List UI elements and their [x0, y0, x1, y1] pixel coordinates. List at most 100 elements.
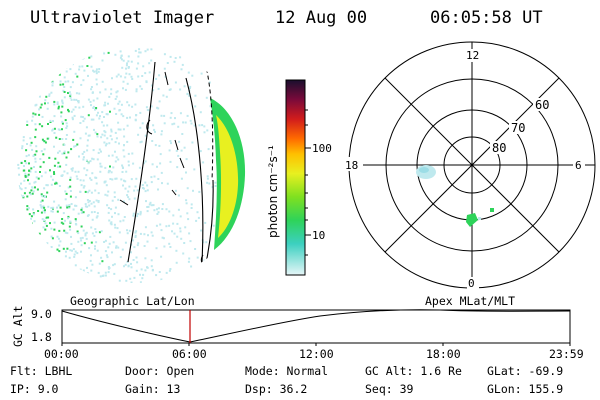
noise-pixel	[104, 144, 107, 147]
noise-pixel	[104, 274, 107, 277]
noise-pixel	[79, 122, 82, 124]
noise-pixel	[88, 53, 91, 56]
noise-pixel	[83, 117, 86, 120]
noise-pixel	[118, 231, 121, 234]
noise-pixel	[186, 93, 189, 96]
noise-pixel	[97, 70, 100, 73]
noise-pixel	[69, 94, 72, 97]
noise-pixel	[47, 75, 50, 78]
noise-pixel	[49, 278, 52, 281]
noise-pixel	[67, 186, 70, 189]
noise-pixel	[110, 171, 113, 174]
noise-pixel	[60, 115, 63, 118]
noise-pixel	[81, 65, 84, 68]
noise-pixel	[47, 102, 49, 105]
colorbar-tick-100: 100	[312, 142, 332, 155]
colorbar	[285, 79, 306, 276]
noise-pixel	[200, 57, 203, 60]
noise-pixel	[153, 209, 156, 212]
noise-pixel	[74, 250, 77, 253]
noise-pixel	[80, 115, 83, 118]
noise-pixel	[42, 258, 45, 261]
noise-pixel	[82, 57, 85, 60]
noise-pixel	[106, 194, 109, 197]
noise-pixel	[90, 86, 93, 88]
noise-pixel	[113, 223, 116, 226]
noise-pixel	[46, 191, 49, 194]
noise-pixel	[63, 76, 66, 79]
info-dsp: Dsp: 36.2	[245, 382, 308, 396]
noise-pixel	[68, 91, 71, 94]
noise-pixel	[138, 48, 141, 51]
noise-pixel	[111, 199, 114, 202]
noise-pixel	[53, 145, 55, 148]
noise-pixel	[130, 266, 133, 269]
noise-pixel	[19, 79, 22, 81]
noise-pixel	[66, 63, 69, 66]
noise-pixel	[122, 149, 125, 152]
noise-pixel	[65, 250, 67, 253]
noise-pixel	[70, 48, 73, 51]
noise-pixel	[75, 219, 77, 222]
noise-pixel	[137, 242, 140, 245]
noise-pixel	[112, 166, 115, 169]
noise-pixel	[56, 101, 59, 104]
noise-pixel	[174, 81, 177, 84]
noise-pixel	[74, 222, 77, 225]
noise-pixel	[190, 122, 193, 125]
noise-pixel	[32, 208, 35, 211]
noise-pixel	[205, 241, 208, 244]
noise-pixel	[111, 178, 114, 181]
noise-pixel	[39, 265, 42, 268]
noise-pixel	[214, 185, 217, 187]
noise-pixel	[179, 56, 182, 59]
noise-pixel	[35, 145, 38, 148]
noise-pixel	[127, 164, 130, 167]
noise-pixel	[75, 175, 78, 178]
noise-pixel	[80, 211, 83, 214]
noise-pixel	[46, 107, 49, 110]
noise-pixel	[90, 226, 93, 229]
noise-pixel	[53, 103, 56, 106]
noise-pixel	[53, 47, 56, 50]
noise-pixel	[61, 218, 64, 220]
noise-pixel	[163, 47, 166, 50]
noise-pixel	[95, 199, 98, 202]
noise-pixel	[92, 118, 95, 121]
noise-pixel	[43, 187, 46, 190]
noise-pixel	[95, 176, 98, 179]
noise-pixel	[82, 211, 85, 214]
noise-pixel	[107, 102, 109, 105]
noise-pixel	[44, 71, 47, 74]
noise-pixel	[120, 54, 123, 57]
noise-pixel	[194, 248, 197, 250]
noise-pixel	[115, 177, 118, 180]
noise-pixel	[168, 269, 171, 272]
noise-pixel	[58, 244, 61, 247]
noise-pixel	[154, 130, 156, 133]
time-label: 06:05:58 UT	[430, 8, 543, 28]
noise-pixel	[87, 201, 90, 204]
noise-pixel	[95, 182, 98, 185]
noise-pixel	[200, 229, 203, 232]
noise-pixel	[34, 123, 37, 126]
noise-pixel	[47, 54, 50, 57]
noise-pixel	[34, 160, 37, 163]
noise-pixel	[103, 116, 105, 118]
noise-pixel	[169, 140, 172, 142]
noise-pixel	[23, 192, 26, 195]
noise-pixel	[177, 154, 180, 157]
noise-pixel	[25, 51, 28, 54]
noise-pixel	[139, 212, 142, 215]
noise-pixel	[33, 166, 35, 168]
noise-pixel	[170, 142, 172, 145]
noise-pixel	[103, 141, 106, 144]
noise-pixel	[131, 105, 134, 108]
noise-pixel	[29, 137, 32, 140]
noise-pixel	[179, 112, 182, 115]
noise-pixel	[69, 220, 72, 223]
noise-pixel	[75, 98, 78, 101]
noise-pixel	[65, 127, 68, 129]
noise-pixel	[20, 182, 22, 185]
noise-pixel	[103, 52, 106, 55]
